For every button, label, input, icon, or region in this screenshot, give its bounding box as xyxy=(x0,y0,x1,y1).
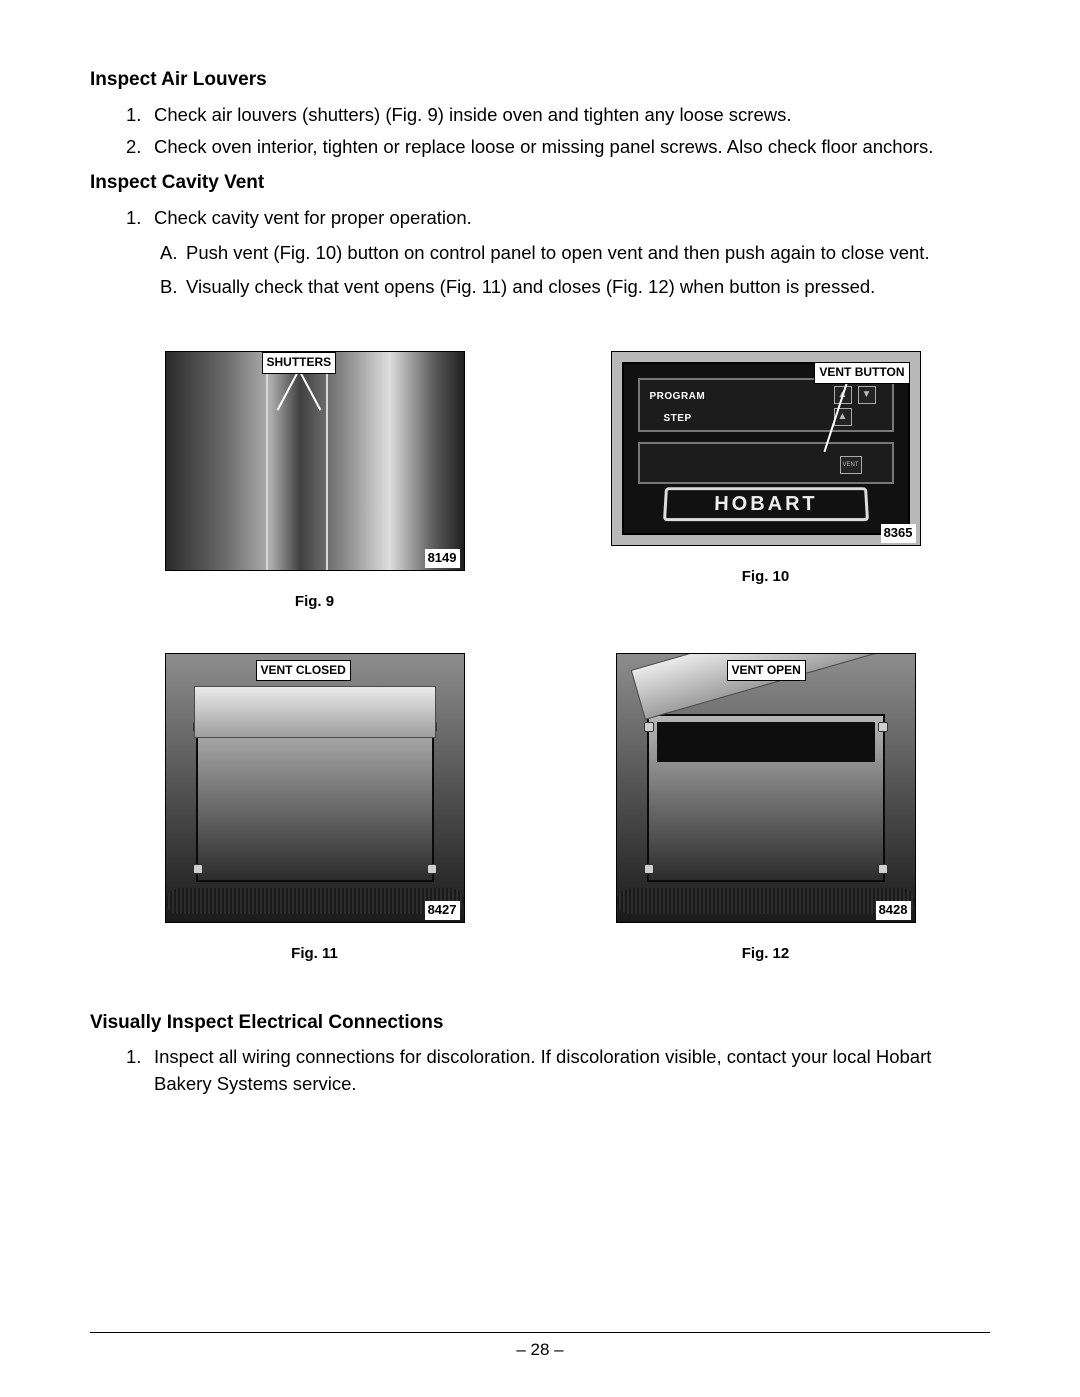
figure-12-callout: VENT OPEN xyxy=(727,660,806,681)
figure-9-id: 8149 xyxy=(425,549,460,568)
figure-9-image: SHUTTERS 8149 xyxy=(165,351,465,571)
vent-box-body xyxy=(196,714,434,882)
list-number: 1. xyxy=(126,1044,150,1098)
figure-10-image: PROGRAM STEP ▲ ▲ ▼ VENT HOBART VENT BUTT… xyxy=(611,351,921,546)
heading-air-louvers: Inspect Air Louvers xyxy=(90,66,990,94)
figures-grid: SHUTTERS 8149 Fig. 9 PROGRAM STEP ▲ ▲ ▼ xyxy=(90,351,990,1005)
list-item: 1. Inspect all wiring connections for di… xyxy=(126,1044,990,1098)
label-program: PROGRAM xyxy=(650,390,706,405)
sublist-cavity-vent: A. Push vent (Fig. 10) button on control… xyxy=(160,240,990,302)
arrow-down-icon: ▼ xyxy=(858,386,876,404)
figure-11-callout: VENT CLOSED xyxy=(256,660,351,681)
list-text: Check air louvers (shutters) (Fig. 9) in… xyxy=(154,102,792,129)
figure-9-caption: Fig. 9 xyxy=(295,591,334,613)
figure-9: SHUTTERS 8149 Fig. 9 xyxy=(130,351,499,613)
page-number: – 28 – xyxy=(0,1338,1080,1363)
vent-lid-closed xyxy=(194,686,436,738)
figure-12-id: 8428 xyxy=(876,901,911,920)
vent-button-icon: VENT xyxy=(840,456,862,474)
list-letter: B. xyxy=(160,274,186,301)
list-number: 1. xyxy=(126,205,150,232)
figure-12-image: VENT OPEN 8428 xyxy=(616,653,916,923)
figure-12-caption: Fig. 12 xyxy=(742,943,790,965)
heading-cavity-vent: Inspect Cavity Vent xyxy=(90,169,990,197)
footer-rule xyxy=(90,1332,990,1333)
figure-11: VENT CLOSED 8427 Fig. 11 xyxy=(130,653,499,965)
figure-10-id: 8365 xyxy=(881,524,916,543)
heading-electrical: Visually Inspect Electrical Connections xyxy=(90,1009,990,1037)
list-text: Inspect all wiring connections for disco… xyxy=(154,1044,990,1098)
label-step: STEP xyxy=(664,412,692,427)
list-item: 1. Check cavity vent for proper operatio… xyxy=(126,205,990,232)
figure-10: PROGRAM STEP ▲ ▲ ▼ VENT HOBART VENT BUTT… xyxy=(581,351,950,613)
list-electrical: 1. Inspect all wiring connections for di… xyxy=(126,1044,990,1098)
list-number: 1. xyxy=(126,102,150,129)
figure-11-image: VENT CLOSED 8427 xyxy=(165,653,465,923)
figure-11-caption: Fig. 11 xyxy=(291,943,338,965)
list-text: Check oven interior, tighten or replace … xyxy=(154,134,933,161)
list-text: Visually check that vent opens (Fig. 11)… xyxy=(186,274,875,301)
vent-box-body xyxy=(647,714,885,882)
figure-9-callout: SHUTTERS xyxy=(262,352,337,373)
list-air-louvers: 1. Check air louvers (shutters) (Fig. 9)… xyxy=(126,102,990,162)
panel-display: PROGRAM STEP ▲ ▲ ▼ xyxy=(638,378,894,432)
figure-10-callout: VENT BUTTON xyxy=(814,362,909,383)
list-item: 1. Check air louvers (shutters) (Fig. 9)… xyxy=(126,102,990,129)
list-number: 2. xyxy=(126,134,150,161)
list-item: B. Visually check that vent opens (Fig. … xyxy=(160,274,990,301)
list-item: A. Push vent (Fig. 10) button on control… xyxy=(160,240,990,267)
figure-11-id: 8427 xyxy=(425,901,460,920)
list-letter: A. xyxy=(160,240,186,267)
hobart-logo: HOBART xyxy=(662,487,868,521)
cable xyxy=(617,888,915,914)
list-item: 2. Check oven interior, tighten or repla… xyxy=(126,134,990,161)
panel-mid: VENT xyxy=(638,442,894,484)
list-text: Push vent (Fig. 10) button on control pa… xyxy=(186,240,930,267)
list-cavity-vent: 1. Check cavity vent for proper operatio… xyxy=(126,205,990,232)
cable xyxy=(166,888,464,914)
list-text: Check cavity vent for proper operation. xyxy=(154,205,472,232)
figure-12: VENT OPEN 8428 Fig. 12 xyxy=(581,653,950,965)
figure-10-caption: Fig. 10 xyxy=(742,566,790,588)
control-panel: PROGRAM STEP ▲ ▲ ▼ VENT HOBART xyxy=(622,362,910,535)
